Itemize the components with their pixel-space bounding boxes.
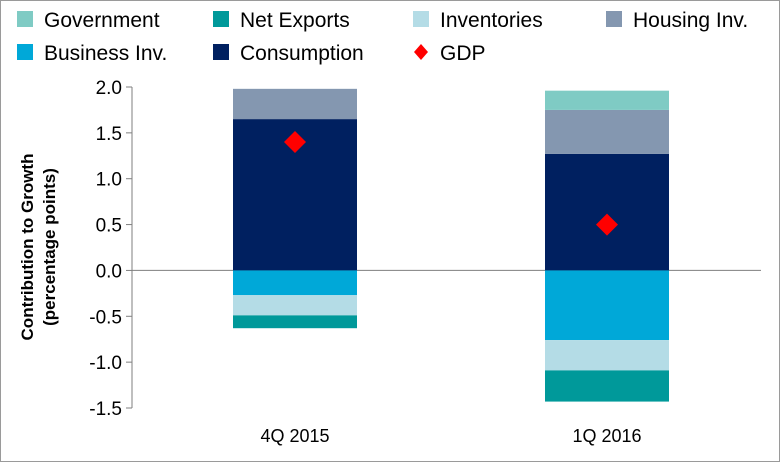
legend: Government Net Exports Inventories Housing …	[17, 9, 748, 65]
legend-item-consumption: Consumption	[213, 42, 364, 65]
bar-segment-business-inv-1q-2016	[545, 270, 669, 341]
legend-label-government: Government	[44, 9, 160, 32]
legend-swatch-consumption	[213, 44, 229, 60]
y-tick-label: -1.0	[89, 353, 122, 374]
bar-segment-business-inv-4q-2015	[233, 270, 357, 296]
gdp-markers	[284, 131, 618, 236]
y-tick-label: 1.5	[96, 124, 122, 145]
bar-segment-inventories-4q-2015	[233, 295, 357, 316]
legend-item-business-inv: Business Inv.	[17, 42, 167, 65]
legend-swatch-housing-inv	[606, 11, 622, 27]
legend-swatch-government	[17, 11, 33, 27]
gdp-marker-4q-2015	[284, 131, 306, 154]
legend-swatch-gdp	[414, 44, 428, 60]
legend-label-business-inv: Business Inv.	[44, 42, 167, 65]
y-tick-label: 0.0	[96, 261, 122, 282]
legend-item-government: Government	[17, 9, 160, 32]
bar-segment-net-exports-4q-2015	[233, 315, 357, 329]
legend-swatch-business-inv	[17, 44, 33, 60]
legend-swatch-net-exports	[213, 11, 229, 27]
x-category-label: 1Q 2016	[572, 426, 641, 446]
y-tick-label: 1.0	[96, 170, 122, 191]
y-tick-label: 0.5	[96, 216, 122, 237]
legend-label-gdp: GDP	[440, 42, 486, 65]
legend-label-housing-inv: Housing Inv.	[633, 9, 748, 32]
gdp-marker-1q-2016	[596, 213, 618, 236]
axes: -1.5 -1.0 -0.5 0.0 0.5 1.0 1.5 2.0 4Q 2015 1Q 201…	[89, 78, 761, 446]
legend-item-gdp: GDP	[414, 42, 486, 65]
legend-item-housing-inv: Housing Inv.	[606, 9, 748, 32]
legend-label-consumption: Consumption	[240, 42, 364, 65]
bar-segment-inventories-1q-2016	[545, 340, 669, 371]
bar-segment-consumption-1q-2016	[545, 153, 669, 271]
y-axis-label: Contribution to Growth (percentage points…	[18, 154, 59, 341]
legend-label-inventories: Inventories	[440, 9, 543, 32]
bar-segment-net-exports-1q-2016	[545, 370, 669, 402]
x-category-label: 4Q 2015	[260, 426, 329, 446]
bar-segment-housing-inv-1q-2016	[545, 109, 669, 154]
bars	[233, 88, 669, 402]
legend-item-inventories: Inventories	[413, 9, 543, 32]
y-tick-label: -1.5	[89, 399, 122, 420]
y-axis-label-line-2: (percentage points)	[40, 168, 59, 326]
y-tick-label: -0.5	[89, 307, 122, 328]
bar-segment-government-1q-2016	[545, 90, 669, 110]
y-axis-label-line-1: Contribution to Growth	[18, 154, 37, 341]
legend-label-net-exports: Net Exports	[240, 9, 350, 32]
y-tick-label: 2.0	[96, 78, 122, 99]
legend-item-net-exports: Net Exports	[213, 9, 350, 32]
legend-swatch-inventories	[413, 11, 429, 27]
bar-segment-housing-inv-4q-2015	[233, 88, 357, 120]
